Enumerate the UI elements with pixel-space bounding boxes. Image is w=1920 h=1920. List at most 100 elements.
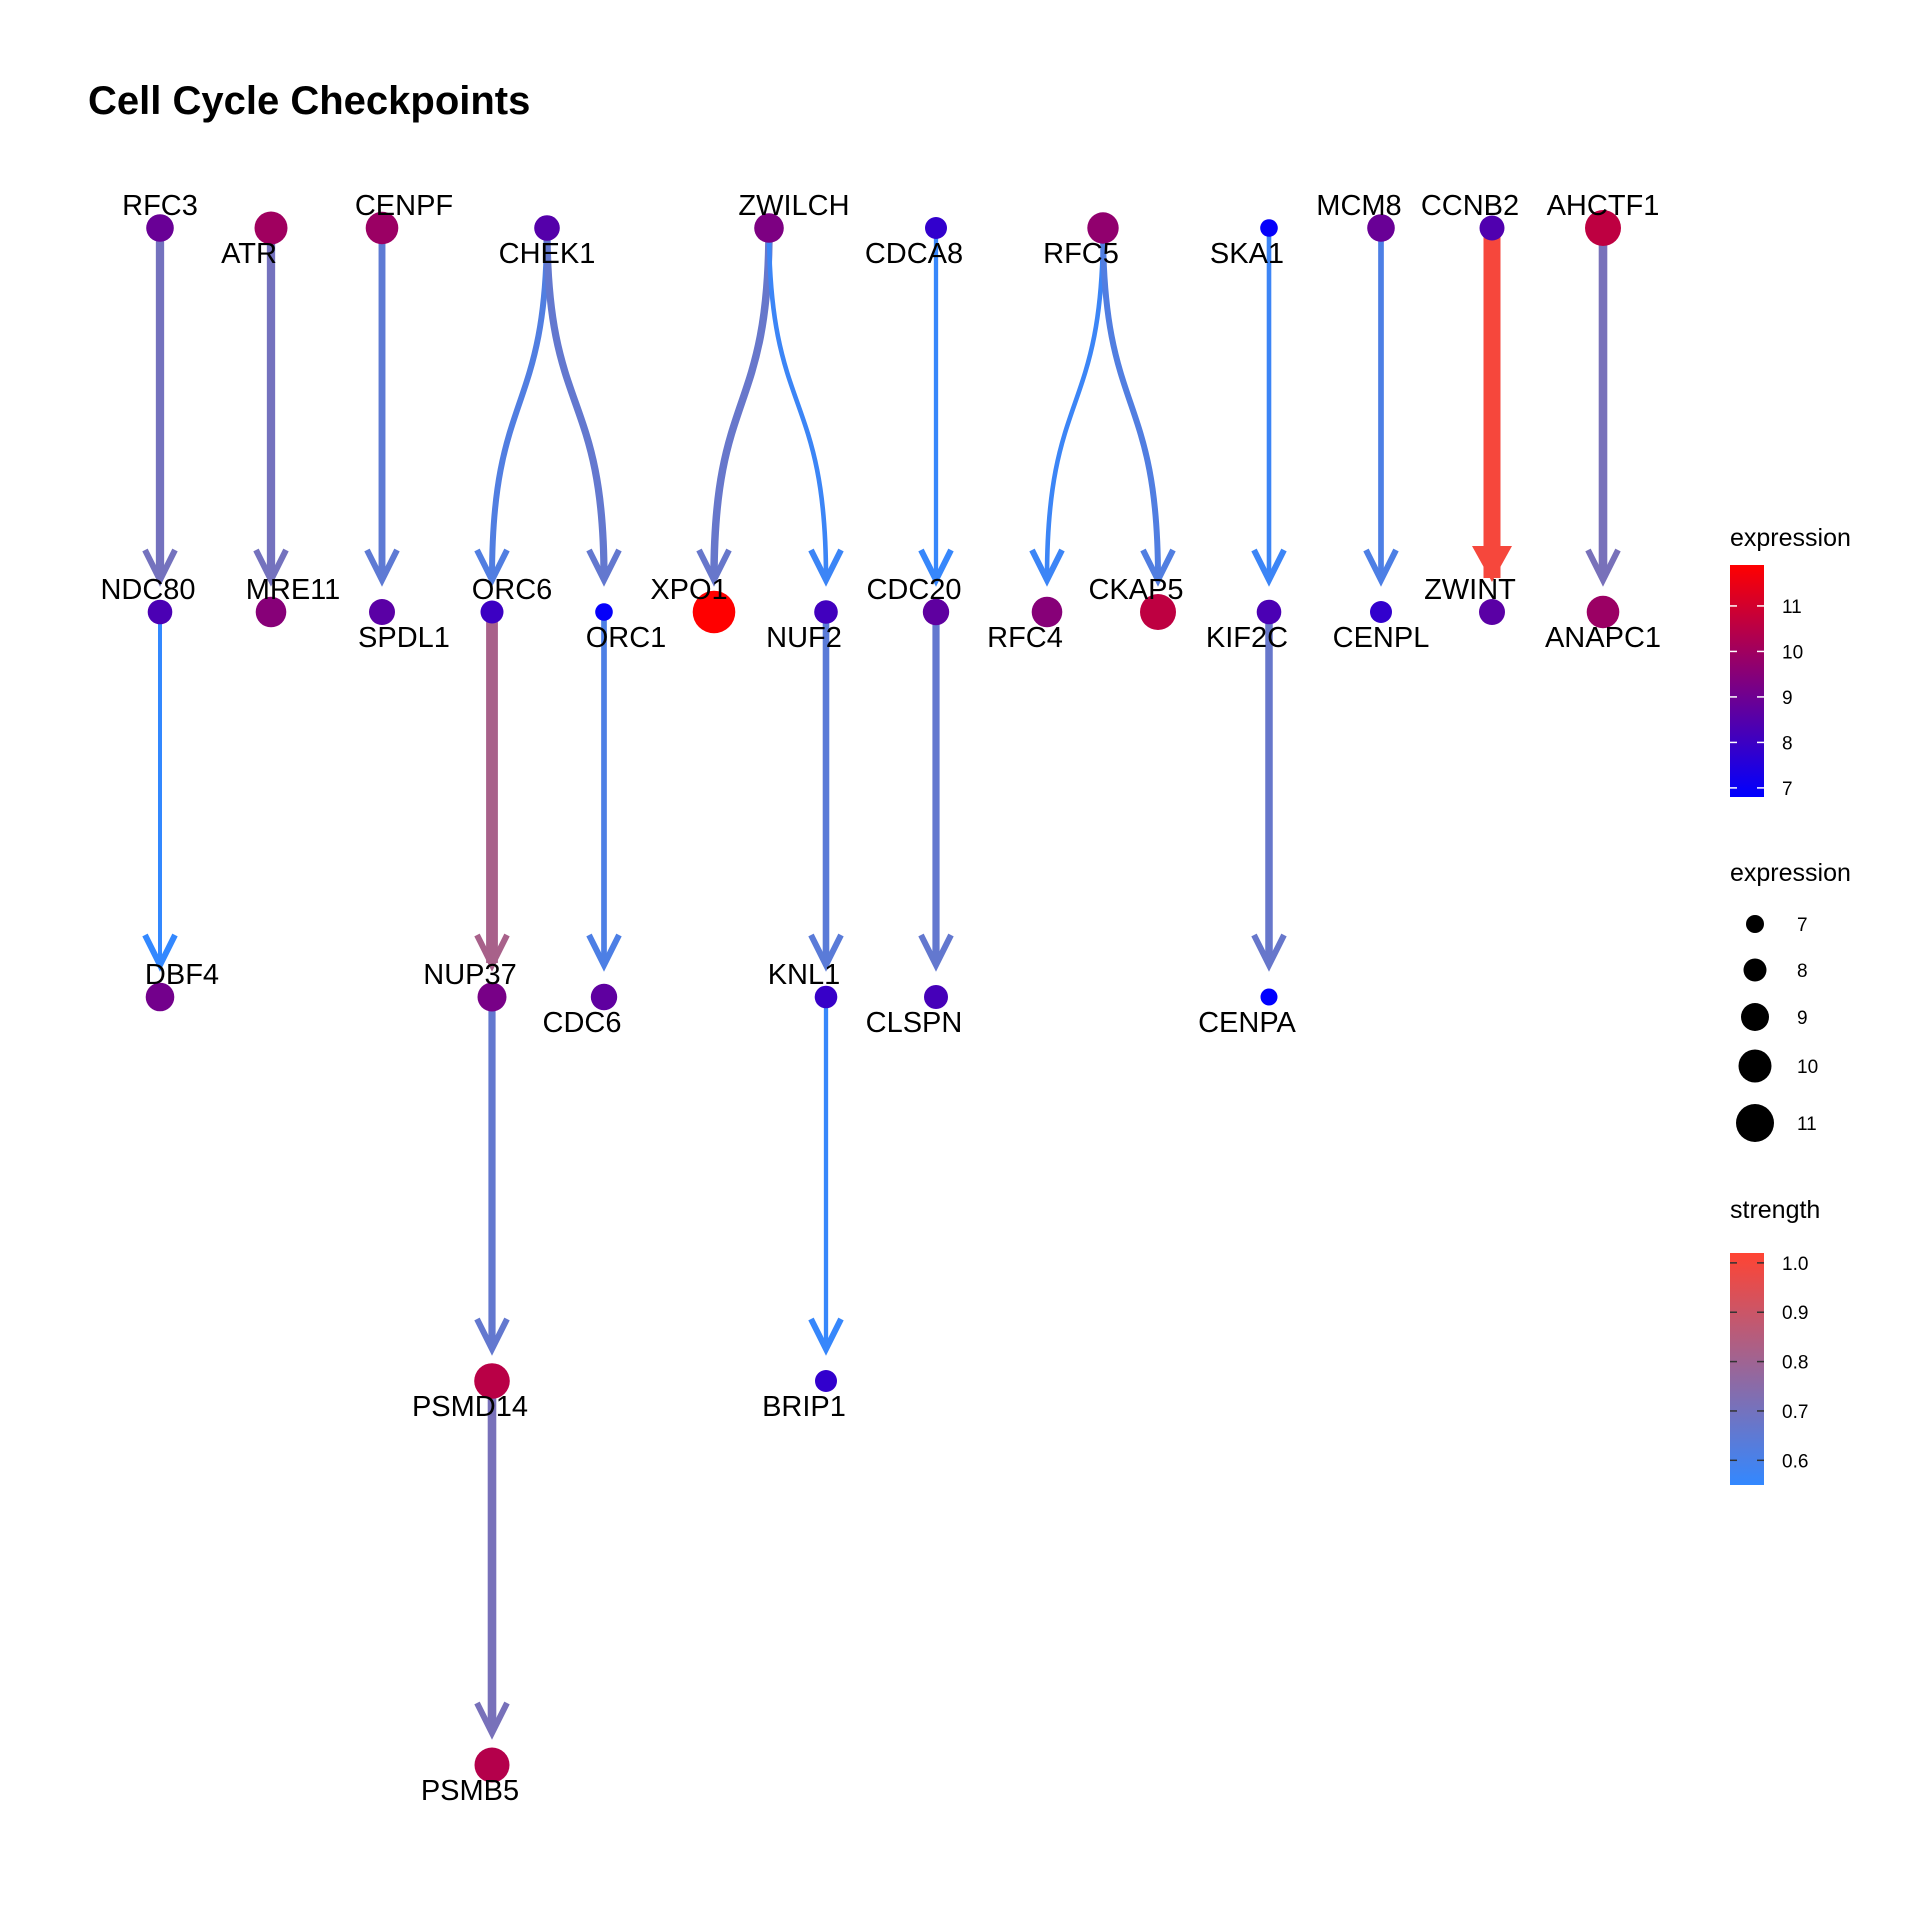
node-cenpa (1260, 988, 1278, 1006)
edge-arrowhead (1140, 548, 1176, 587)
node-ndc80 (147, 599, 173, 625)
edge-zwilch-nuf2 (766, 227, 829, 579)
node-ccnb2 (1479, 215, 1505, 241)
nodes-layer (145, 210, 1621, 1783)
edge-arrowhead (1251, 548, 1287, 587)
node-ahctf1 (1585, 210, 1621, 246)
node-rfc5 (1087, 212, 1119, 244)
legend-strength-tick-label: 0.9 (1782, 1303, 1808, 1324)
edge-arrowhead (918, 933, 954, 972)
edge-arrowhead (474, 548, 510, 587)
node-mcm8 (1367, 214, 1395, 242)
legend-expression-ticks: 7 8 9 10 11 (1730, 597, 1803, 800)
node-label-ska1: SKA1 (1210, 238, 1284, 270)
node-nuf2 (814, 600, 838, 624)
node-label-zwilch: ZWILCH (738, 190, 849, 222)
edges-layer (142, 227, 1621, 1740)
legend-expression-size: expression 7 8 9 10 11 (1730, 859, 1851, 1142)
node-ska1 (1260, 219, 1278, 237)
node-clspn (924, 985, 948, 1009)
node-label-rfc3: RFC3 (122, 190, 198, 222)
node-zwilch (754, 213, 784, 243)
node-cenpl (1370, 601, 1392, 623)
legend-expression-color-title: expression (1730, 524, 1851, 552)
node-label-spdl1: SPDL1 (358, 622, 450, 654)
edge-arrowhead (586, 933, 622, 972)
node-label-nup37: NUP37 (423, 959, 517, 991)
legend-size-label: 9 (1797, 1008, 1808, 1029)
legend-expression-tick-label: 7 (1782, 779, 1793, 800)
node-kif2c (1256, 599, 1282, 625)
node-orc1 (595, 603, 613, 621)
node-chek1 (534, 215, 560, 241)
edge-arrowhead (474, 1317, 510, 1356)
node-cdc6 (590, 983, 618, 1011)
node-cdca8 (925, 217, 947, 239)
node-label-psmb5: PSMB5 (421, 1775, 519, 1807)
node-label-psmd14: PSMD14 (412, 1391, 528, 1423)
legend-size-label: 10 (1797, 1057, 1818, 1078)
node-mre11 (255, 596, 287, 628)
legend-size-label: 8 (1797, 961, 1808, 982)
legend-expression-color: expression 7 8 9 10 11 (1730, 524, 1851, 800)
node-label-cdc6: CDC6 (543, 1007, 622, 1039)
legend-size-dot (1746, 915, 1764, 933)
node-dbf4 (145, 982, 175, 1012)
legend-strength-tick-label: 0.6 (1782, 1451, 1808, 1472)
node-label-brip1: BRIP1 (762, 1391, 846, 1423)
legend-size-dot (1738, 1049, 1772, 1083)
node-label-cenpf: CENPF (355, 190, 453, 222)
node-spdl1 (369, 599, 395, 625)
edge-arrowhead (1585, 548, 1621, 587)
node-label-orc6: ORC6 (472, 574, 553, 606)
node-label-cdc20: CDC20 (866, 574, 961, 606)
edge-rfc5-ckap5 (1100, 227, 1161, 579)
node-label-xpo1: XPO1 (650, 574, 727, 606)
node-psmd14 (474, 1363, 510, 1399)
legend-size-label: 7 (1797, 915, 1808, 936)
node-zwint (1479, 599, 1505, 625)
edge-arrowhead (918, 548, 954, 587)
legend-expression-tick-label: 8 (1782, 733, 1793, 754)
node-label-cenpa: CENPA (1198, 1007, 1296, 1039)
node-label-orc1: ORC1 (586, 622, 667, 654)
edge-arrowhead (1363, 548, 1399, 587)
edge-arrowhead (586, 548, 622, 587)
node-label-ndc80: NDC80 (100, 574, 195, 606)
node-label-clspn: CLSPN (866, 1007, 963, 1039)
node-nup37 (477, 982, 507, 1012)
legend-size-dot (1736, 1104, 1774, 1142)
edge-arrowhead (808, 548, 844, 587)
legend-size-label: 11 (1797, 1114, 1817, 1135)
node-label-cenpl: CENPL (1333, 622, 1430, 654)
node-label-anapc1: ANAPC1 (1545, 622, 1661, 654)
edge-arrowhead (808, 1317, 844, 1356)
edge-arrowhead (474, 933, 510, 972)
legend-expression-tick-label: 10 (1782, 642, 1803, 663)
edge-arrowhead (808, 933, 844, 972)
legend-expression-colorbar (1730, 565, 1764, 797)
node-orc6 (480, 600, 504, 624)
node-label-ccnb2: CCNB2 (1421, 190, 1519, 222)
edge-arrowhead (1251, 933, 1287, 972)
node-rfc3 (146, 214, 174, 242)
legend-strength-tick-label: 1.0 (1782, 1254, 1808, 1275)
node-knl1 (814, 985, 838, 1009)
node-psmb5 (474, 1747, 510, 1783)
legend-strength-title: strength (1730, 1196, 1820, 1224)
edge-arrowhead (474, 1701, 510, 1740)
legend-strength-tick-label: 0.8 (1782, 1353, 1808, 1374)
edge-arrowhead (1029, 548, 1065, 587)
edge-rfc5-rfc4 (1044, 227, 1106, 579)
edge-chek1-orc6 (489, 227, 550, 579)
legend-size-dot (1743, 958, 1767, 982)
legend-strength-colorbar (1730, 1253, 1764, 1485)
node-label-cdca8: CDCA8 (865, 238, 963, 270)
legend-size-items: 7 8 9 10 11 (1736, 915, 1818, 1142)
legend-expression-tick-label: 9 (1782, 688, 1793, 709)
node-cdc20 (922, 598, 950, 626)
diagram-title: Cell Cycle Checkpoints (88, 79, 530, 123)
node-label-mcm8: MCM8 (1316, 190, 1401, 222)
legend-expression-tick-label: 11 (1782, 597, 1802, 618)
